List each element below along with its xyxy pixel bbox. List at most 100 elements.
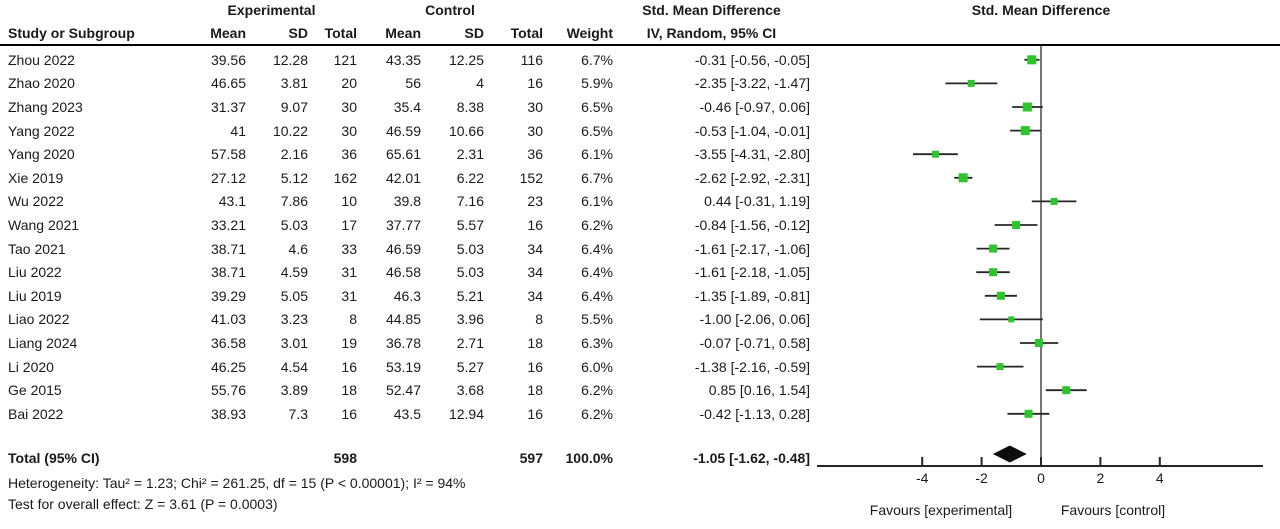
exp-total-cell: 31 bbox=[341, 287, 357, 304]
ctl-sd-cell: 12.25 bbox=[448, 51, 484, 68]
exp-mean-cell: 31.37 bbox=[210, 98, 246, 115]
weight-cell: 6.4% bbox=[581, 287, 613, 304]
study-row: Liao 2022 41.03 3.23 8 44.85 3.96 8 5.5% -1.00 [… bbox=[8, 308, 810, 332]
exp-sd-cell: 2.16 bbox=[280, 146, 308, 163]
study-name-cell: Yang 2020 bbox=[8, 146, 75, 163]
axis-tick-label: 0 bbox=[1037, 470, 1045, 486]
study-name-cell: Xie 2019 bbox=[8, 169, 64, 186]
pooled-diamond bbox=[992, 445, 1027, 463]
effect-text-cell: -2.35 [-3.22, -1.47] bbox=[694, 75, 810, 92]
ctl-sd-cell: 5.21 bbox=[456, 287, 484, 304]
effect-text-cell: -1.35 [-1.89, -0.81] bbox=[694, 287, 810, 304]
ctl-sd-cell: 7.16 bbox=[456, 193, 484, 210]
ctl-sd-cell: 5.03 bbox=[456, 264, 484, 281]
exp-sd-cell: 7.86 bbox=[280, 193, 308, 210]
ctl-total-cell: 30 bbox=[527, 122, 543, 139]
ctl-mean-cell: 65.61 bbox=[385, 146, 421, 163]
weight-cell: 5.9% bbox=[581, 75, 613, 92]
study-marker bbox=[1008, 316, 1015, 323]
effect-text-cell: -0.42 [-1.13, 0.28] bbox=[699, 405, 810, 422]
ctl-total-cell: 16 bbox=[527, 358, 543, 375]
ctl-total-cell: 16 bbox=[527, 75, 543, 92]
exp-sd-cell: 10.22 bbox=[272, 122, 308, 139]
ctl-sd-cell: 3.96 bbox=[456, 311, 484, 328]
weight-cell: 5.5% bbox=[581, 311, 613, 328]
total-label: Total (95% CI) bbox=[8, 449, 100, 466]
exp-sd-cell: 12.28 bbox=[272, 51, 308, 68]
control-group-header: Control bbox=[425, 2, 475, 18]
smd-text-column-header: Std. Mean Difference bbox=[642, 2, 781, 18]
study-marker bbox=[1022, 102, 1032, 112]
exp-mean-cell: 41 bbox=[230, 122, 246, 139]
ctl-mean-cell: 46.3 bbox=[393, 287, 421, 304]
weight-cell: 6.4% bbox=[581, 264, 613, 281]
study-row: Zhou 2022 39.56 12.28 121 43.35 12.25 116 6.7% -… bbox=[8, 48, 810, 72]
effect-text-cell: 0.44 [-0.31, 1.19] bbox=[704, 193, 810, 210]
ctl-mean-column-header: Mean bbox=[385, 25, 421, 41]
study-name-cell: Wu 2022 bbox=[8, 193, 64, 210]
study-name-cell: Yang 2022 bbox=[8, 122, 75, 139]
weight-cell: 6.2% bbox=[581, 405, 613, 422]
ctl-sd-cell: 6.22 bbox=[456, 169, 484, 186]
exp-total-cell: 19 bbox=[341, 334, 357, 351]
exp-total-cell: 162 bbox=[333, 169, 357, 186]
ctl-total-cell: 152 bbox=[519, 169, 543, 186]
weight-cell: 6.1% bbox=[581, 193, 613, 210]
axis-tick-label: -2 bbox=[975, 470, 988, 486]
study-marker bbox=[932, 150, 940, 158]
study-row: Liu 2022 38.71 4.59 31 46.58 5.03 34 6.4% -1.61 … bbox=[8, 260, 810, 284]
study-row: Bai 2022 38.93 7.3 16 43.5 12.94 16 6.2% -0.42 [… bbox=[8, 402, 810, 426]
exp-mean-cell: 43.1 bbox=[218, 193, 246, 210]
exp-mean-cell: 39.29 bbox=[210, 287, 246, 304]
effect-text-cell: -1.61 [-2.18, -1.05] bbox=[694, 264, 810, 281]
ctl-sd-column-header: SD bbox=[464, 25, 484, 41]
study-marker bbox=[1062, 386, 1071, 395]
exp-sd-cell: 5.05 bbox=[280, 287, 308, 304]
total-ctl-n: 597 bbox=[519, 449, 543, 466]
ctl-mean-cell: 46.59 bbox=[385, 240, 421, 257]
study-name-cell: Zhang 2023 bbox=[8, 98, 83, 115]
ctl-sd-cell: 8.38 bbox=[456, 98, 484, 115]
study-row: Yang 2020 57.58 2.16 36 65.61 2.31 36 6.1% -3.55… bbox=[8, 142, 810, 166]
ctl-sd-cell: 5.27 bbox=[456, 358, 484, 375]
weight-column-header: Weight bbox=[566, 25, 613, 41]
ctl-total-column-header: Total bbox=[510, 25, 543, 41]
weight-cell: 6.2% bbox=[581, 216, 613, 233]
exp-total-cell: 36 bbox=[341, 146, 357, 163]
smd-plot-column-header: Std. Mean Difference bbox=[971, 2, 1111, 18]
exp-sd-cell: 5.12 bbox=[280, 169, 308, 186]
exp-sd-cell: 3.81 bbox=[280, 75, 308, 92]
ctl-mean-cell: 46.58 bbox=[385, 264, 421, 281]
ctl-sd-cell: 10.66 bbox=[448, 122, 484, 139]
exp-total-cell: 8 bbox=[349, 311, 357, 328]
exp-mean-cell: 46.65 bbox=[210, 75, 246, 92]
effect-text-cell: -1.00 [-2.06, 0.06] bbox=[699, 311, 810, 328]
exp-total-column-header: Total bbox=[324, 25, 357, 41]
ctl-mean-cell: 43.35 bbox=[385, 51, 421, 68]
exp-mean-column-header: Mean bbox=[210, 25, 246, 41]
exp-mean-cell: 38.71 bbox=[210, 264, 246, 281]
total-weight: 100.0% bbox=[565, 449, 613, 466]
exp-total-cell: 20 bbox=[341, 75, 357, 92]
study-row: Tao 2021 38.71 4.6 33 46.59 5.03 34 6.4% -1.61 [… bbox=[8, 237, 810, 261]
study-row: Ge 2015 55.76 3.89 18 52.47 3.68 18 6.2% 0.85 [0… bbox=[8, 378, 810, 402]
exp-sd-cell: 3.01 bbox=[280, 334, 308, 351]
effect-text-cell: -0.53 [-1.04, -0.01] bbox=[694, 122, 810, 139]
exp-mean-cell: 57.58 bbox=[210, 146, 246, 163]
exp-mean-cell: 36.58 bbox=[210, 334, 246, 351]
exp-mean-cell: 38.71 bbox=[210, 240, 246, 257]
study-marker bbox=[996, 291, 1005, 300]
study-name-cell: Zhao 2020 bbox=[8, 75, 75, 92]
ctl-total-cell: 36 bbox=[527, 146, 543, 163]
ctl-mean-cell: 53.19 bbox=[385, 358, 421, 375]
exp-sd-cell: 3.23 bbox=[280, 311, 308, 328]
study-marker bbox=[996, 363, 1004, 371]
ctl-total-cell: 30 bbox=[527, 98, 543, 115]
effect-text-cell: -1.38 [-2.16, -0.59] bbox=[694, 358, 810, 375]
ctl-mean-cell: 44.85 bbox=[385, 311, 421, 328]
study-marker bbox=[967, 79, 975, 87]
study-row: Yang 2022 41 10.22 30 46.59 10.66 30 6.5% -0.53 … bbox=[8, 119, 810, 143]
ctl-mean-cell: 52.47 bbox=[385, 382, 421, 399]
favours-control-label: Favours [control] bbox=[1060, 502, 1166, 518]
weight-cell: 6.2% bbox=[581, 382, 613, 399]
